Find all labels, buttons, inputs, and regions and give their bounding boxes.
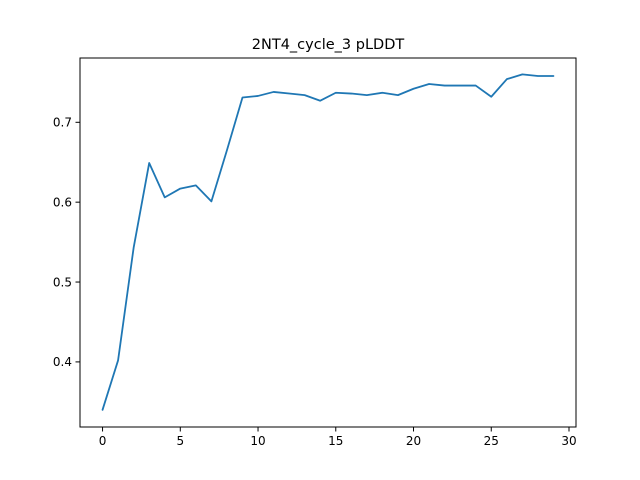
y-tick-label: 0.5 <box>53 275 72 289</box>
plot-area: 0 5 10 15 20 25 30 0.4 0.5 0.6 0.7 <box>53 57 577 448</box>
series-line-0 <box>101 73 555 411</box>
x-tick-label: 25 <box>484 434 499 448</box>
x-tick-label: 0 <box>99 434 107 448</box>
y-tick-label: 0.4 <box>53 355 72 369</box>
x-tick-label: 10 <box>250 434 265 448</box>
y-tick-label: 0.7 <box>53 116 72 130</box>
chart-title: 2NT4_cycle_3 pLDDT <box>252 37 405 53</box>
x-tick-label: 20 <box>406 434 421 448</box>
x-tick-label: 30 <box>561 434 576 448</box>
axes-frame <box>79 57 577 428</box>
x-tick-label: 15 <box>328 434 343 448</box>
y-tick-label: 0.6 <box>53 195 72 209</box>
x-tick-label: 5 <box>176 434 184 448</box>
